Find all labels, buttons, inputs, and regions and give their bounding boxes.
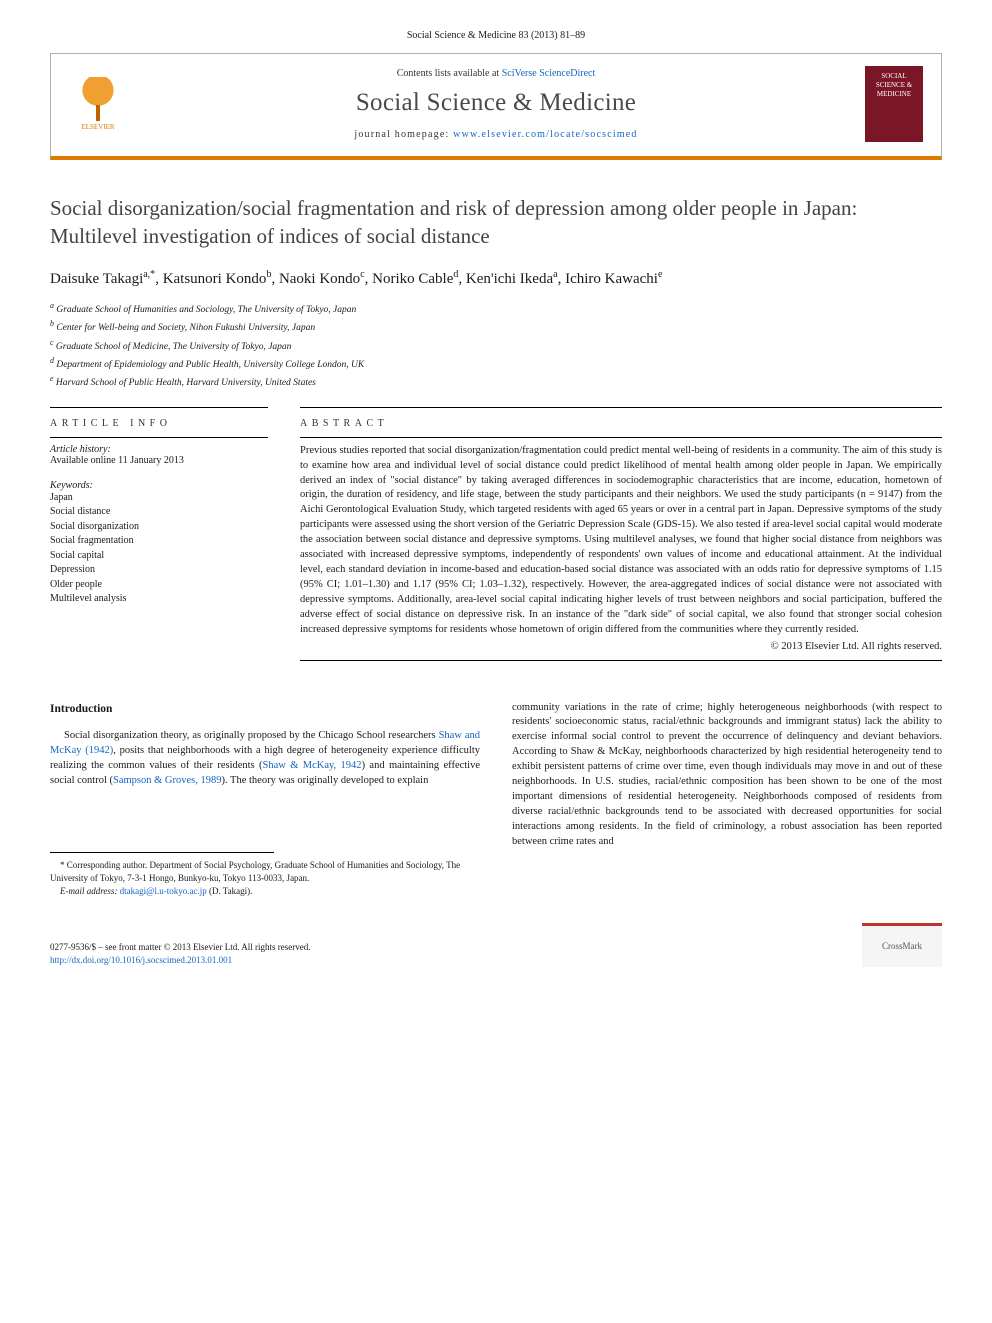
homepage-link[interactable]: www.elsevier.com/locate/socscimed bbox=[453, 129, 637, 140]
ref-link[interactable]: Shaw & McKay, 1942 bbox=[263, 760, 362, 771]
rule bbox=[300, 437, 942, 438]
affiliation-line: a Graduate School of Humanities and Soci… bbox=[50, 300, 942, 317]
article-title: Social disorganization/social fragmentat… bbox=[50, 194, 942, 251]
affiliation-line: e Harvard School of Public Health, Harva… bbox=[50, 373, 942, 390]
doi-block: 0277-9536/$ – see front matter © 2013 El… bbox=[50, 941, 311, 967]
abstract-column: ABSTRACT Previous studies reported that … bbox=[300, 407, 942, 661]
keywords-list: JapanSocial distanceSocial disorganizati… bbox=[50, 491, 268, 607]
crossmark-badge[interactable]: CrossMark bbox=[862, 923, 942, 967]
elsevier-tree-icon bbox=[75, 77, 121, 121]
footer-bar: 0277-9536/$ – see front matter © 2013 El… bbox=[50, 923, 942, 967]
journal-name: Social Science & Medicine bbox=[145, 89, 847, 117]
cover-title: SOCIAL SCIENCE & MEDICINE bbox=[867, 72, 921, 99]
keyword: Social fragmentation bbox=[50, 534, 268, 549]
introduction-heading: Introduction bbox=[50, 701, 480, 717]
issn-line: 0277-9536/$ – see front matter © 2013 El… bbox=[50, 941, 311, 954]
contents-prefix: Contents lists available at bbox=[397, 68, 502, 79]
history-value: Available online 11 January 2013 bbox=[50, 455, 268, 466]
affiliations: a Graduate School of Humanities and Soci… bbox=[50, 300, 942, 391]
article-info-column: ARTICLE INFO Article history: Available … bbox=[50, 407, 268, 661]
keyword: Social distance bbox=[50, 505, 268, 520]
email-footnote: E-mail address: dtakagi@l.u-tokyo.ac.jp … bbox=[50, 885, 480, 898]
rule bbox=[300, 660, 942, 661]
homepage-line: journal homepage: www.elsevier.com/locat… bbox=[145, 129, 847, 140]
affiliation-line: d Department of Epidemiology and Public … bbox=[50, 355, 942, 372]
body-left-column: Introduction Social disorganization theo… bbox=[50, 701, 480, 898]
homepage-prefix: journal homepage: bbox=[354, 129, 453, 140]
journal-header: ELSEVIER Contents lists available at Sci… bbox=[50, 53, 942, 160]
keyword: Japan bbox=[50, 491, 268, 506]
abstract-copyright: © 2013 Elsevier Ltd. All rights reserved… bbox=[300, 641, 942, 652]
publisher-name: ELSEVIER bbox=[81, 123, 114, 131]
body-columns: Introduction Social disorganization theo… bbox=[50, 701, 942, 898]
article-info-head: ARTICLE INFO bbox=[50, 408, 268, 437]
doi-link[interactable]: http://dx.doi.org/10.1016/j.socscimed.20… bbox=[50, 955, 232, 965]
sciencedirect-link[interactable]: SciVerse ScienceDirect bbox=[502, 68, 596, 79]
elsevier-logo: ELSEVIER bbox=[69, 72, 127, 136]
history-label: Article history: bbox=[50, 444, 268, 455]
keyword: Social capital bbox=[50, 549, 268, 564]
affiliation-line: c Graduate School of Medicine, The Unive… bbox=[50, 337, 942, 354]
rule bbox=[50, 437, 268, 438]
affiliation-line: b Center for Well-being and Society, Nih… bbox=[50, 318, 942, 335]
ref-link[interactable]: Shaw and McKay (1942) bbox=[50, 730, 480, 756]
header-center: Contents lists available at SciVerse Sci… bbox=[145, 68, 847, 140]
author-list: Daisuke Takagia,*, Katsunori Kondob, Nao… bbox=[50, 269, 942, 288]
keyword: Multilevel analysis bbox=[50, 592, 268, 607]
email-suffix: (D. Takagi). bbox=[207, 886, 253, 896]
journal-cover-thumbnail: SOCIAL SCIENCE & MEDICINE bbox=[865, 66, 923, 142]
keyword: Depression bbox=[50, 563, 268, 578]
corresponding-author-note: * Corresponding author. Department of So… bbox=[50, 859, 480, 884]
body-right-column: community variations in the rate of crim… bbox=[512, 701, 942, 898]
keyword: Older people bbox=[50, 578, 268, 593]
abstract-head: ABSTRACT bbox=[300, 408, 942, 437]
abstract-text: Previous studies reported that social di… bbox=[300, 444, 942, 638]
email-link[interactable]: dtakagi@l.u-tokyo.ac.jp bbox=[120, 886, 207, 896]
citation-line: Social Science & Medicine 83 (2013) 81–8… bbox=[50, 30, 942, 41]
ref-link[interactable]: Sampson & Groves, 1989 bbox=[113, 775, 222, 786]
crossmark-label: CrossMark bbox=[882, 941, 922, 952]
intro-paragraph-right: community variations in the rate of crim… bbox=[512, 701, 942, 850]
keyword: Social disorganization bbox=[50, 520, 268, 535]
footnote-rule bbox=[50, 852, 274, 853]
intro-paragraph-left: Social disorganization theory, as origin… bbox=[50, 729, 480, 789]
email-label: E-mail address: bbox=[60, 886, 120, 896]
keywords-label: Keywords: bbox=[50, 480, 268, 491]
contents-line: Contents lists available at SciVerse Sci… bbox=[145, 68, 847, 79]
